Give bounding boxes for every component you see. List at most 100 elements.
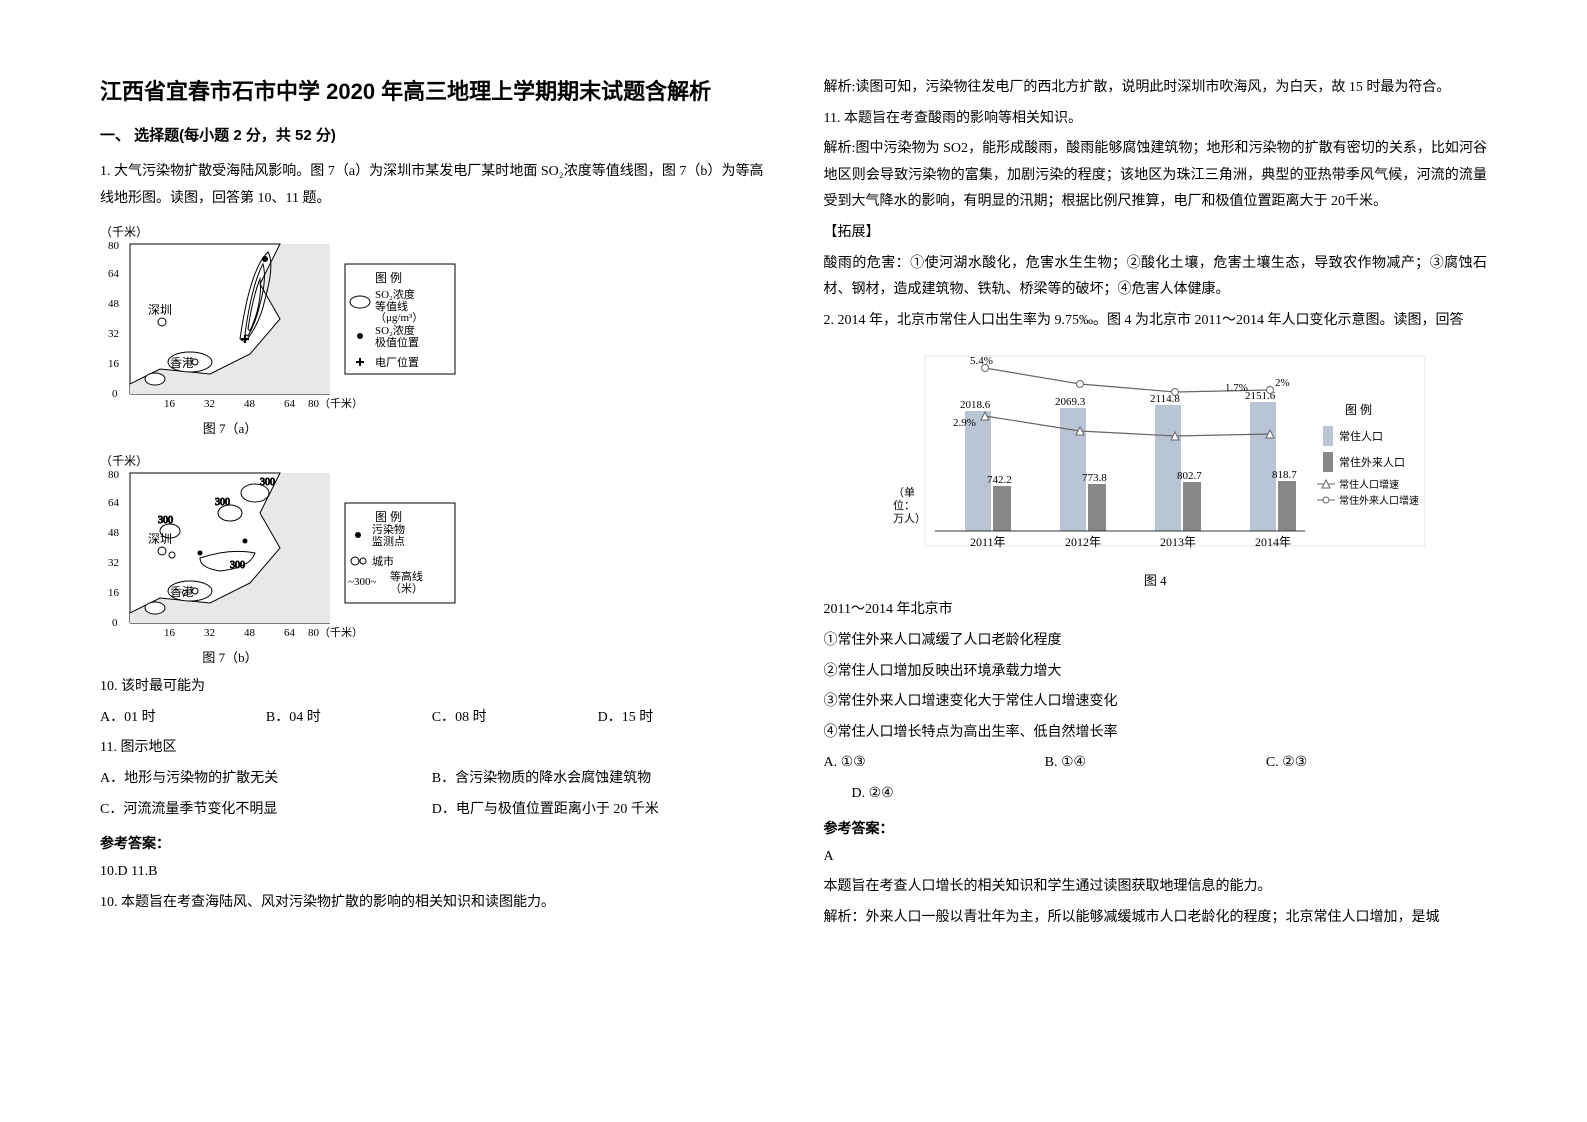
answer2-text2: 解析：外来人口一般以青壮年为主，所以能够减缓城市人口老龄化的程度；北京常住人口增…: [824, 905, 1488, 932]
svg-text:300: 300: [230, 560, 245, 571]
svg-text:SO₂浓度: SO₂浓度: [375, 287, 415, 301]
svg-text:香港: 香港: [170, 585, 194, 599]
svg-text:48: 48: [244, 398, 256, 410]
so2-peak-dot: [262, 256, 268, 262]
svg-text:80: 80: [108, 469, 120, 481]
figure-7a: （千米） 0 16 32 48 64 80 16 32 48 64 80（千米）: [100, 224, 764, 437]
q11-opt-d: D．电厂与极值位置距离小于 20 千米: [432, 797, 764, 824]
answer2-text1: 本题旨在考查人口增长的相关知识和学生通过读图获取地理信息的能力。: [824, 874, 1488, 901]
svg-text:48: 48: [108, 527, 120, 539]
q11-options-row1: A．地形与污染物的扩散无关 B．含污染物质的降水会腐蚀建筑物: [100, 766, 764, 793]
q10-text: 10. 该时最可能为: [100, 674, 764, 701]
answer-q10-explain: 10. 本题旨在考查海陆风、风对污染物扩散的影响的相关知识和读图能力。: [100, 890, 764, 917]
svg-text:80（千米）: 80（千米）: [308, 626, 363, 639]
q11-options-row2: C．河流流量季节变化不明显 D．电厂与极值位置距离小于 20 千米: [100, 797, 764, 824]
q2-stmt-2: ②常住人口增加反映出环境承载力增大: [824, 659, 1488, 686]
svg-text:图 例: 图 例: [375, 510, 402, 524]
q11-opt-c: C．河流流量季节变化不明显: [100, 797, 432, 824]
answer-q10-detail: 解析:读图可知，污染物往发电厂的西北方扩散，说明此时深圳市吹海风，为白天，故 1…: [824, 75, 1488, 102]
y-ticks-7a: 0 16 32 48 64 80: [108, 240, 120, 400]
svg-text:48: 48: [108, 298, 120, 310]
x-ticks-7b: 16 32 48 64 80（千米）: [164, 626, 363, 639]
svg-text:0: 0: [112, 388, 118, 400]
q2-opt-a: A. ①③: [824, 750, 1045, 777]
q10-opt-a: A．01 时: [100, 705, 266, 732]
svg-text:监测点: 监测点: [372, 535, 405, 548]
figure-7b: （千米） 0 16 32 48 64 80 16 32 48 64 80（千米）: [100, 453, 764, 666]
svg-text:64: 64: [108, 497, 120, 509]
svg-text:16: 16: [108, 587, 120, 599]
svg-text:818.7: 818.7: [1272, 469, 1297, 481]
answer-header-1: 参考答案：: [100, 833, 764, 853]
fig7a-caption: 图 7（a）: [100, 418, 360, 437]
svg-text:2013年: 2013年: [1160, 535, 1196, 549]
svg-text:32: 32: [204, 627, 215, 639]
svg-text:图 例: 图 例: [1345, 403, 1372, 417]
svg-text:电厂位置: 电厂位置: [375, 355, 419, 369]
legend-title-7a: 图 例: [375, 271, 402, 285]
svg-text:污染物: 污染物: [372, 522, 405, 536]
q11-opt-a: A．地形与污染物的扩散无关: [100, 766, 432, 793]
svg-text:64: 64: [284, 627, 296, 639]
svg-text:常住人口增速: 常住人口增速: [1339, 478, 1399, 491]
label-hongkong-7a: 香港: [170, 356, 194, 370]
q2-stmt-1: ①常住外来人口减缓了人口老龄化程度: [824, 628, 1488, 655]
svg-text:802.7: 802.7: [1177, 470, 1202, 482]
q1-intro: 1. 大气污染物扩散受海陆风影响。图 7（a）为深圳市某发电厂某时地面 SO₂浓…: [100, 159, 764, 212]
svg-text:32: 32: [204, 398, 215, 410]
svg-text:16: 16: [164, 627, 176, 639]
svg-text:64: 64: [284, 398, 296, 410]
svg-text:深圳: 深圳: [148, 532, 172, 546]
y-ticks-7b: 0 16 32 48 64 80: [108, 469, 120, 629]
svg-text:2069.3: 2069.3: [1055, 396, 1086, 408]
q10-opt-c: C．08 时: [432, 705, 598, 732]
svg-text:常住人口: 常住人口: [1339, 429, 1383, 443]
svg-text:极值位置: 极值位置: [375, 335, 419, 349]
section-header: 一、 选择题(每小题 2 分，共 52 分): [100, 124, 764, 145]
svg-text:2.9%: 2.9%: [953, 417, 976, 429]
svg-text:48: 48: [244, 627, 256, 639]
svg-text:2014年: 2014年: [1255, 535, 1291, 549]
svg-text:1.7%: 1.7%: [1225, 382, 1248, 394]
svg-text:773.8: 773.8: [1082, 472, 1107, 484]
answer-line-1: 10.D 11.B: [100, 859, 764, 886]
x-ticks-7a: 16 32 48 64 80（千米）: [164, 397, 363, 410]
svg-text:~300~: ~300~: [348, 576, 376, 588]
svg-text:80（千米）: 80（千米）: [308, 397, 363, 410]
axis-y-label: （千米）: [100, 225, 148, 239]
q10-opt-b: B．04 时: [266, 705, 432, 732]
answer-header-2: 参考答案：: [824, 818, 1488, 838]
svg-text:等高线: 等高线: [390, 569, 423, 583]
answer-q11-line1: 11. 本题旨在考查酸雨的影响等相关知识。: [824, 106, 1488, 133]
svg-text:16: 16: [108, 358, 120, 370]
left-column: 江西省宜春市石市中学 2020 年高三地理上学期期末试题含解析 一、 选择题(每…: [100, 75, 764, 1047]
q2-opt-d: D. ②④: [824, 781, 1488, 808]
svg-text:742.2: 742.2: [987, 474, 1012, 486]
svg-text:2011年: 2011年: [970, 535, 1006, 549]
q2-stmt-4: ④常住人口增长特点为高出生率、低自然增长率: [824, 720, 1488, 747]
svg-text:300: 300: [260, 477, 275, 488]
q2-stmt-3: ③常住外来人口增速变化大于常住人口增速变化: [824, 689, 1488, 716]
svg-text:0: 0: [112, 617, 118, 629]
svg-text:80: 80: [108, 240, 120, 252]
y-unit-label: （单: [893, 486, 915, 499]
q2-subheader: 2011～2014 年北京市: [824, 597, 1488, 624]
expansion-text: 酸雨的危害：①使河湖水酸化，危害水生生物；②酸化土壤，危害土壤生态，导致农作物减…: [824, 251, 1488, 304]
q2-intro: 2. 2014 年，北京市常住人口出生率为 9.75‰。图 4 为北京市 201…: [824, 308, 1488, 335]
right-column: 解析:读图可知，污染物往发电厂的西北方扩散，说明此时深圳市吹海风，为白天，故 1…: [824, 75, 1488, 1047]
fig4-caption: 图 4: [824, 570, 1488, 589]
q2-options-row1: A. ①③ B. ①④ C. ②③: [824, 750, 1488, 777]
svg-text:300: 300: [158, 515, 173, 526]
svg-text:SO₂浓度: SO₂浓度: [375, 323, 415, 337]
svg-text:32: 32: [108, 328, 119, 340]
small-island-7a: [145, 373, 165, 385]
svg-text:常住外来人口: 常住外来人口: [1339, 455, 1405, 469]
svg-text:（千米）: （千米）: [100, 454, 148, 468]
svg-text:等值线: 等值线: [375, 299, 408, 313]
label-shenzhen-7a: 深圳: [148, 303, 172, 317]
svg-text:5.4%: 5.4%: [970, 355, 993, 367]
answer2-letter: A: [824, 844, 1488, 871]
svg-text:16: 16: [164, 398, 176, 410]
svg-text:32: 32: [108, 557, 119, 569]
svg-text:万人）: 万人）: [893, 512, 926, 525]
